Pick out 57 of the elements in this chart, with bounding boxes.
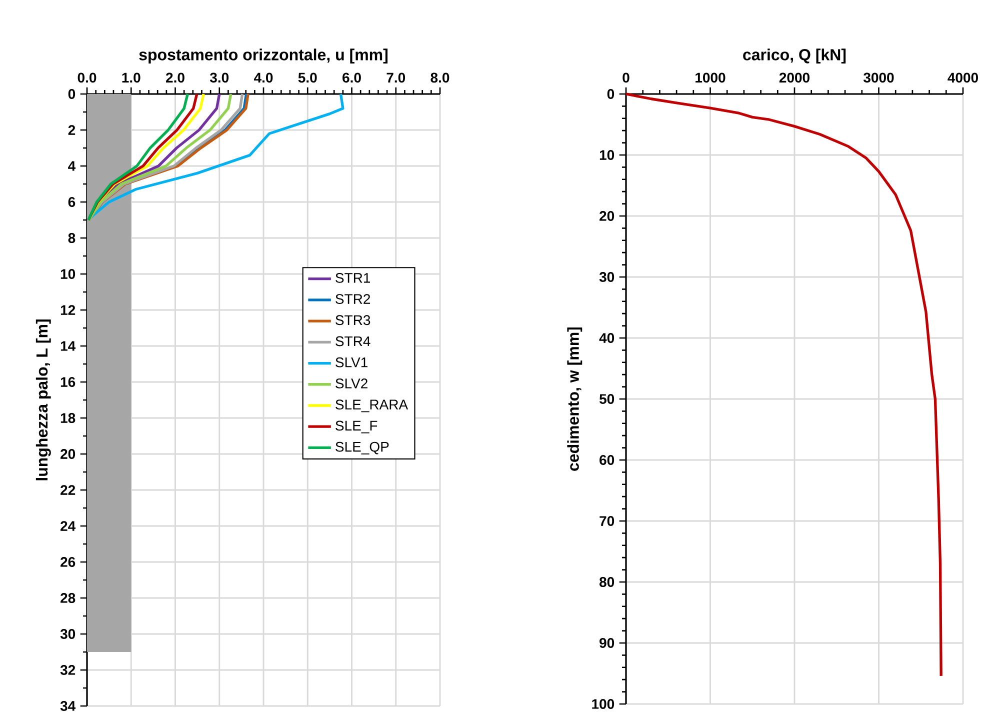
x-tick-label: 0 xyxy=(622,72,630,83)
y-axis-title: lunghezza palo, L [m] xyxy=(36,320,51,480)
y-tick-label: 34 xyxy=(60,701,76,711)
y-tick-label: 32 xyxy=(60,665,76,675)
y-tick-label: 28 xyxy=(60,593,76,603)
legend-label: SLE_F xyxy=(336,420,378,434)
y-tick-label: 8 xyxy=(68,233,76,243)
y-tick-label: 0 xyxy=(607,89,614,99)
x-tick-label: 3000 xyxy=(863,72,894,83)
y-tick-label: 60 xyxy=(600,455,614,465)
y-tick-label: 10 xyxy=(60,269,76,279)
y-tick-label: 80 xyxy=(599,577,614,587)
y-tick-label: 14 xyxy=(60,341,76,351)
y-tick-label: 90 xyxy=(600,638,614,648)
y-tick-label: 0 xyxy=(68,89,76,99)
legend-label: SLE_QP xyxy=(336,442,389,454)
x-axis-title: carico, Q [kN] xyxy=(743,48,846,64)
line-series xyxy=(624,92,942,678)
x-tick-label: 4.0 xyxy=(254,72,273,83)
x-tick-label: 5.0 xyxy=(298,72,317,83)
x-tick-label: 1.0 xyxy=(122,72,140,83)
y-tick-label: 20 xyxy=(600,211,614,221)
y-tick-label: 6 xyxy=(68,197,76,207)
legend-label: STR3 xyxy=(336,315,370,326)
legend-label: STR1 xyxy=(336,272,370,283)
y-tick-label: 16 xyxy=(60,377,76,387)
y-tick-label: 12 xyxy=(60,305,76,315)
y-tick-label: 24 xyxy=(60,521,76,531)
legend-label: SLV1 xyxy=(336,357,368,368)
y-tick-label: 4 xyxy=(68,161,76,171)
legend-label: SLV2 xyxy=(336,378,368,388)
x-tick-label: 7.0 xyxy=(386,72,406,83)
x-tick-label: 8.0 xyxy=(430,72,450,83)
y-tick-label: 30 xyxy=(599,272,614,282)
x-tick-label: 0.0 xyxy=(78,72,96,83)
y-tick-label: 100 xyxy=(592,699,614,709)
y-tick-label: 2 xyxy=(68,125,76,135)
y-tick-label: 50 xyxy=(599,394,614,404)
x-tick-label: 1000 xyxy=(696,72,726,83)
y-tick-label: 30 xyxy=(60,629,76,639)
y-tick-label: 20 xyxy=(60,449,76,459)
y-tick-label: 10 xyxy=(600,150,614,160)
y-tick-label: 22 xyxy=(60,485,76,495)
x-tick-label: 6.0 xyxy=(342,72,361,83)
y-axis-title: cedimento, w [mm] xyxy=(567,327,582,471)
y-tick-label: 70 xyxy=(600,516,614,526)
x-axis-title: spostamento orizzontale, u [mm] xyxy=(139,48,388,64)
legend-label: STR4 xyxy=(336,336,370,346)
x-tick-label: 4000 xyxy=(948,72,978,83)
legend-label: STR2 xyxy=(336,294,370,304)
legend-label: SLE_RARA xyxy=(336,400,408,412)
y-tick-label: 18 xyxy=(60,413,76,423)
x-tick-label: 3.0 xyxy=(210,72,229,83)
y-tick-label: 26 xyxy=(60,557,76,567)
x-tick-label: 2000 xyxy=(779,72,810,83)
x-tick-label: 2.0 xyxy=(166,72,184,83)
y-tick-label: 40 xyxy=(599,333,614,343)
